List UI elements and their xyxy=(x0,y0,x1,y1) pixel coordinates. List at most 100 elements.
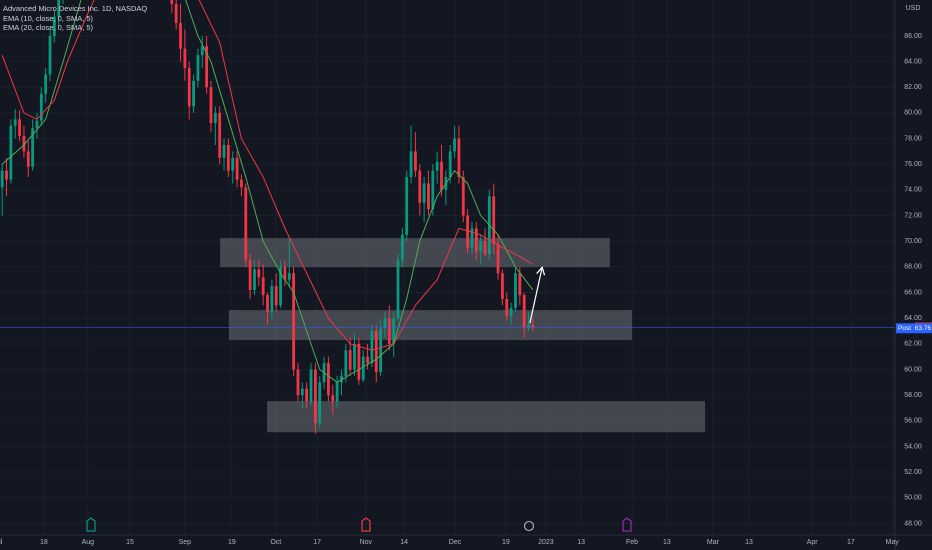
x-tick-label: Sep xyxy=(179,539,192,546)
y-tick-label: 58.00 xyxy=(904,392,922,399)
candle-body xyxy=(179,23,182,49)
candle-body xyxy=(222,144,226,158)
candle-body xyxy=(431,170,435,210)
x-tick-label: Mar xyxy=(707,539,720,546)
candle-body xyxy=(18,119,21,136)
x-tick-label: 13 xyxy=(577,539,585,546)
event-icon[interactable] xyxy=(523,520,535,532)
candle-body xyxy=(300,388,304,396)
candle-body xyxy=(266,295,269,312)
candle-body xyxy=(209,87,213,124)
candle-body xyxy=(379,328,383,373)
candle-body xyxy=(257,269,261,278)
legend-entry: EMA (10, close, 0, SMA, 5) xyxy=(3,14,94,23)
candle-body xyxy=(31,128,35,167)
candle-body xyxy=(52,16,56,36)
candle-body xyxy=(170,0,174,4)
candle-body xyxy=(174,3,178,24)
candle-body xyxy=(205,46,209,88)
x-tick-label: 15 xyxy=(126,539,134,546)
candle-body xyxy=(448,151,452,178)
candle-body xyxy=(501,273,504,299)
event-icon[interactable] xyxy=(361,517,371,532)
y-tick-label: 52.00 xyxy=(904,469,922,476)
y-tick-label: 70.00 xyxy=(904,238,922,245)
candle-body xyxy=(13,119,17,126)
candle-body xyxy=(470,228,474,248)
candle-body xyxy=(335,382,339,402)
post-label: Post xyxy=(898,325,911,332)
y-tick-label: 62.00 xyxy=(904,341,922,348)
y-tick-label: 86.00 xyxy=(904,33,922,40)
x-tick-label: Jul xyxy=(0,539,3,546)
candle-body xyxy=(418,170,422,203)
candle-body xyxy=(213,112,217,124)
candle-body xyxy=(457,138,461,178)
candle-body xyxy=(422,183,426,203)
event-icon[interactable] xyxy=(86,517,96,532)
candle-body xyxy=(374,331,378,373)
candle-body xyxy=(453,138,456,152)
candle-body xyxy=(474,228,478,252)
candle-body xyxy=(218,112,222,158)
post-price-badge xyxy=(896,323,932,334)
candle-body xyxy=(287,273,291,280)
candle-body xyxy=(366,356,369,364)
candle-body xyxy=(357,343,361,380)
candle-body xyxy=(427,183,430,210)
candle-body xyxy=(514,273,517,308)
candle-body xyxy=(231,157,235,171)
zone xyxy=(228,310,633,341)
candle-body xyxy=(261,277,265,296)
ema-line xyxy=(1,0,534,351)
candle-body xyxy=(274,286,278,306)
y-tick-label: 50.00 xyxy=(904,495,922,502)
candle-body xyxy=(196,55,200,81)
candle-body xyxy=(414,151,417,171)
y-tick-label: 66.00 xyxy=(904,289,922,296)
x-tick-label: Oct xyxy=(270,539,281,546)
x-tick-label: 2023 xyxy=(538,539,554,546)
candle-body xyxy=(57,0,61,17)
y-tick-label: 74.00 xyxy=(904,187,922,194)
y-tick-label: 72.00 xyxy=(904,212,922,219)
x-tick-label: Dec xyxy=(449,539,462,546)
candle-body xyxy=(331,395,335,402)
candle-body xyxy=(183,48,187,68)
event-icon[interactable] xyxy=(622,517,632,532)
candle-body xyxy=(435,161,439,171)
candle-body xyxy=(361,356,365,380)
candle-body xyxy=(531,324,535,328)
candle-body xyxy=(353,343,356,370)
axes: 86.00 84.00 82.00 80.00 78.00 76.00 74.00 72.00… xyxy=(0,33,922,546)
x-tick-label: 19 xyxy=(502,539,510,546)
candle-body xyxy=(279,266,282,306)
candle-body xyxy=(240,179,243,188)
candle-body xyxy=(296,369,300,396)
candle-body xyxy=(440,161,443,190)
currency-label: USD xyxy=(906,5,921,12)
candle-body xyxy=(461,177,465,216)
x-tick-label: Feb xyxy=(626,539,638,546)
candle-body xyxy=(226,144,230,171)
candle-body xyxy=(344,350,348,376)
candle-body xyxy=(292,273,296,370)
candle-body xyxy=(309,369,313,402)
x-tick-label: 13 xyxy=(745,539,753,546)
x-tick-label: Aug xyxy=(82,539,95,546)
arrow-annotation xyxy=(529,268,542,324)
post-price-label: 63.76 xyxy=(915,325,932,332)
candle-body xyxy=(509,307,513,316)
zone xyxy=(267,401,706,433)
candle-body xyxy=(370,331,374,364)
x-tick-label: May xyxy=(886,539,900,546)
candle-body xyxy=(327,363,330,396)
candle-body xyxy=(340,375,343,383)
candle-body xyxy=(396,260,400,319)
candle-body xyxy=(5,170,8,180)
y-tick-label: 48.00 xyxy=(904,520,922,527)
candle-body xyxy=(479,241,483,252)
event-icons xyxy=(86,517,632,532)
